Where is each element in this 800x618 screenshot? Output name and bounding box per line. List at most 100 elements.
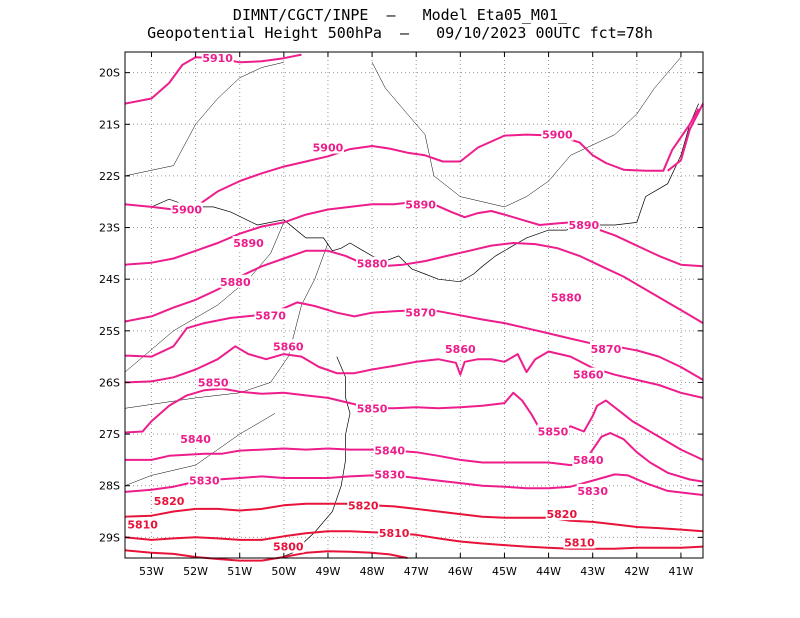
contour-label-bg <box>373 443 406 457</box>
contour-labels: 5910 5900 5890 5880 5870 5860 5850 5840 5830 5820… <box>126 51 622 554</box>
latitude-axis: 20S 21S 22S 23S 24S 25S 26S 27S 28S 29S <box>99 67 703 544</box>
contour-label: 5840 <box>573 454 604 467</box>
contour-label: 5910 <box>202 52 233 65</box>
contour-5890 <box>124 200 704 268</box>
contour-label-bg <box>563 535 596 549</box>
lon-tick-label: 49W <box>316 565 341 578</box>
lon-tick-label: 42W <box>624 565 649 578</box>
contour-label-bg <box>356 256 389 270</box>
contour-label-bg <box>378 526 411 540</box>
contour-label: 5880 <box>551 291 582 304</box>
contour-5800 <box>124 549 408 562</box>
contour-label: 5880 <box>220 276 251 289</box>
contour-label: 5810 <box>564 537 595 550</box>
contour-label: 5900 <box>171 203 202 216</box>
contour-label: 5870 <box>255 309 286 322</box>
contour-label-bg <box>170 202 203 216</box>
lon-tick-label: 43W <box>580 565 605 578</box>
contour-label-bg <box>404 197 437 211</box>
contour-label: 5890 <box>405 198 436 211</box>
contour-label-bg <box>373 467 406 481</box>
state-border <box>124 242 329 409</box>
coastline <box>279 356 351 559</box>
contour-label: 5810 <box>127 518 158 531</box>
contour-label: 5820 <box>154 495 185 508</box>
contour-label: 5820 <box>348 499 379 512</box>
lat-tick-label: 29S <box>99 531 120 544</box>
contour-label-bg <box>197 375 230 389</box>
lat-tick-label: 24S <box>99 273 120 286</box>
contour-label-bg <box>589 341 622 355</box>
contour-label-bg <box>188 473 221 487</box>
lat-tick-label: 28S <box>99 480 120 493</box>
contour-label: 5860 <box>573 369 604 382</box>
contour-label-bg <box>179 432 212 446</box>
lat-tick-label: 23S <box>99 222 120 235</box>
contour-label: 5830 <box>189 475 220 488</box>
lon-tick-label: 45W <box>492 565 517 578</box>
contour-5900 <box>124 108 700 211</box>
lon-tick-label: 51W <box>227 565 252 578</box>
lat-tick-label: 22S <box>99 170 120 183</box>
lat-tick-label: 27S <box>99 428 120 441</box>
state-border <box>424 57 682 208</box>
contour-5860 <box>124 345 704 399</box>
lon-tick-label: 50W <box>271 565 296 578</box>
contour-label-bg <box>541 127 574 141</box>
contour-label-bg <box>550 290 583 304</box>
contour-label-bg <box>444 341 477 355</box>
contour-label-bg <box>545 507 578 521</box>
contour-label: 5850 <box>357 402 388 415</box>
contour-label-bg <box>272 539 305 553</box>
contour-label: 5890 <box>569 219 600 232</box>
contour-label: 5820 <box>546 508 577 521</box>
lon-tick-label: 48W <box>360 565 385 578</box>
longitude-axis: 53W 52W 51W 50W 49W 48W 47W 46W 45W 44W 43W 42W 41W <box>139 52 693 578</box>
contour-label: 5870 <box>405 307 436 320</box>
contour-label: 5840 <box>180 433 211 446</box>
contour-label-bg <box>272 339 305 353</box>
contour-label-bg <box>404 305 437 319</box>
state-border <box>124 413 276 486</box>
contour-label-bg <box>311 140 344 154</box>
contour-label-bg <box>536 424 569 438</box>
state-border <box>124 222 285 373</box>
contour-label-bg <box>201 51 234 65</box>
contour-label: 5850 <box>198 376 229 389</box>
contour-label-bg <box>356 401 389 415</box>
state-border <box>371 62 426 135</box>
contour-label-bg <box>347 498 380 512</box>
lat-tick-label: 26S <box>99 376 120 389</box>
contour-label: 5870 <box>591 343 622 356</box>
contour-label: 5890 <box>233 237 264 250</box>
contour-label: 5840 <box>374 445 405 458</box>
contour-label-bg <box>572 452 605 466</box>
contour-label-bg <box>219 274 252 288</box>
contour-5850 <box>124 387 704 461</box>
lat-tick-label: 21S <box>99 118 120 131</box>
contour-label: 5880 <box>357 258 388 271</box>
lon-tick-label: 44W <box>536 565 561 578</box>
map-borders <box>124 57 699 559</box>
map-title-line1: DIMNT/CGCT/INPE – Model Eta05_M01_ <box>232 6 568 24</box>
contour-5810 <box>124 530 704 550</box>
map-title-line2: Geopotential Height 500hPa – 09/10/2023 … <box>147 24 653 42</box>
contour-label: 5830 <box>374 468 405 481</box>
lat-tick-label: 25S <box>99 325 120 338</box>
contour-label: 5810 <box>379 527 410 540</box>
coastline <box>151 103 699 283</box>
contour-label-bg <box>254 308 287 322</box>
contour-label: 5860 <box>445 343 476 356</box>
lon-tick-label: 52W <box>183 565 208 578</box>
lon-tick-label: 47W <box>404 565 429 578</box>
contour-label-bg <box>576 483 609 497</box>
lon-tick-label: 46W <box>448 565 473 578</box>
contour-5820 <box>124 502 704 533</box>
state-border <box>124 62 284 177</box>
contour-label-bg <box>572 367 605 381</box>
lon-tick-label: 53W <box>139 565 164 578</box>
contour-label: 5860 <box>273 340 304 353</box>
lon-tick-label: 41W <box>669 565 694 578</box>
contour-label: 5800 <box>273 541 304 554</box>
